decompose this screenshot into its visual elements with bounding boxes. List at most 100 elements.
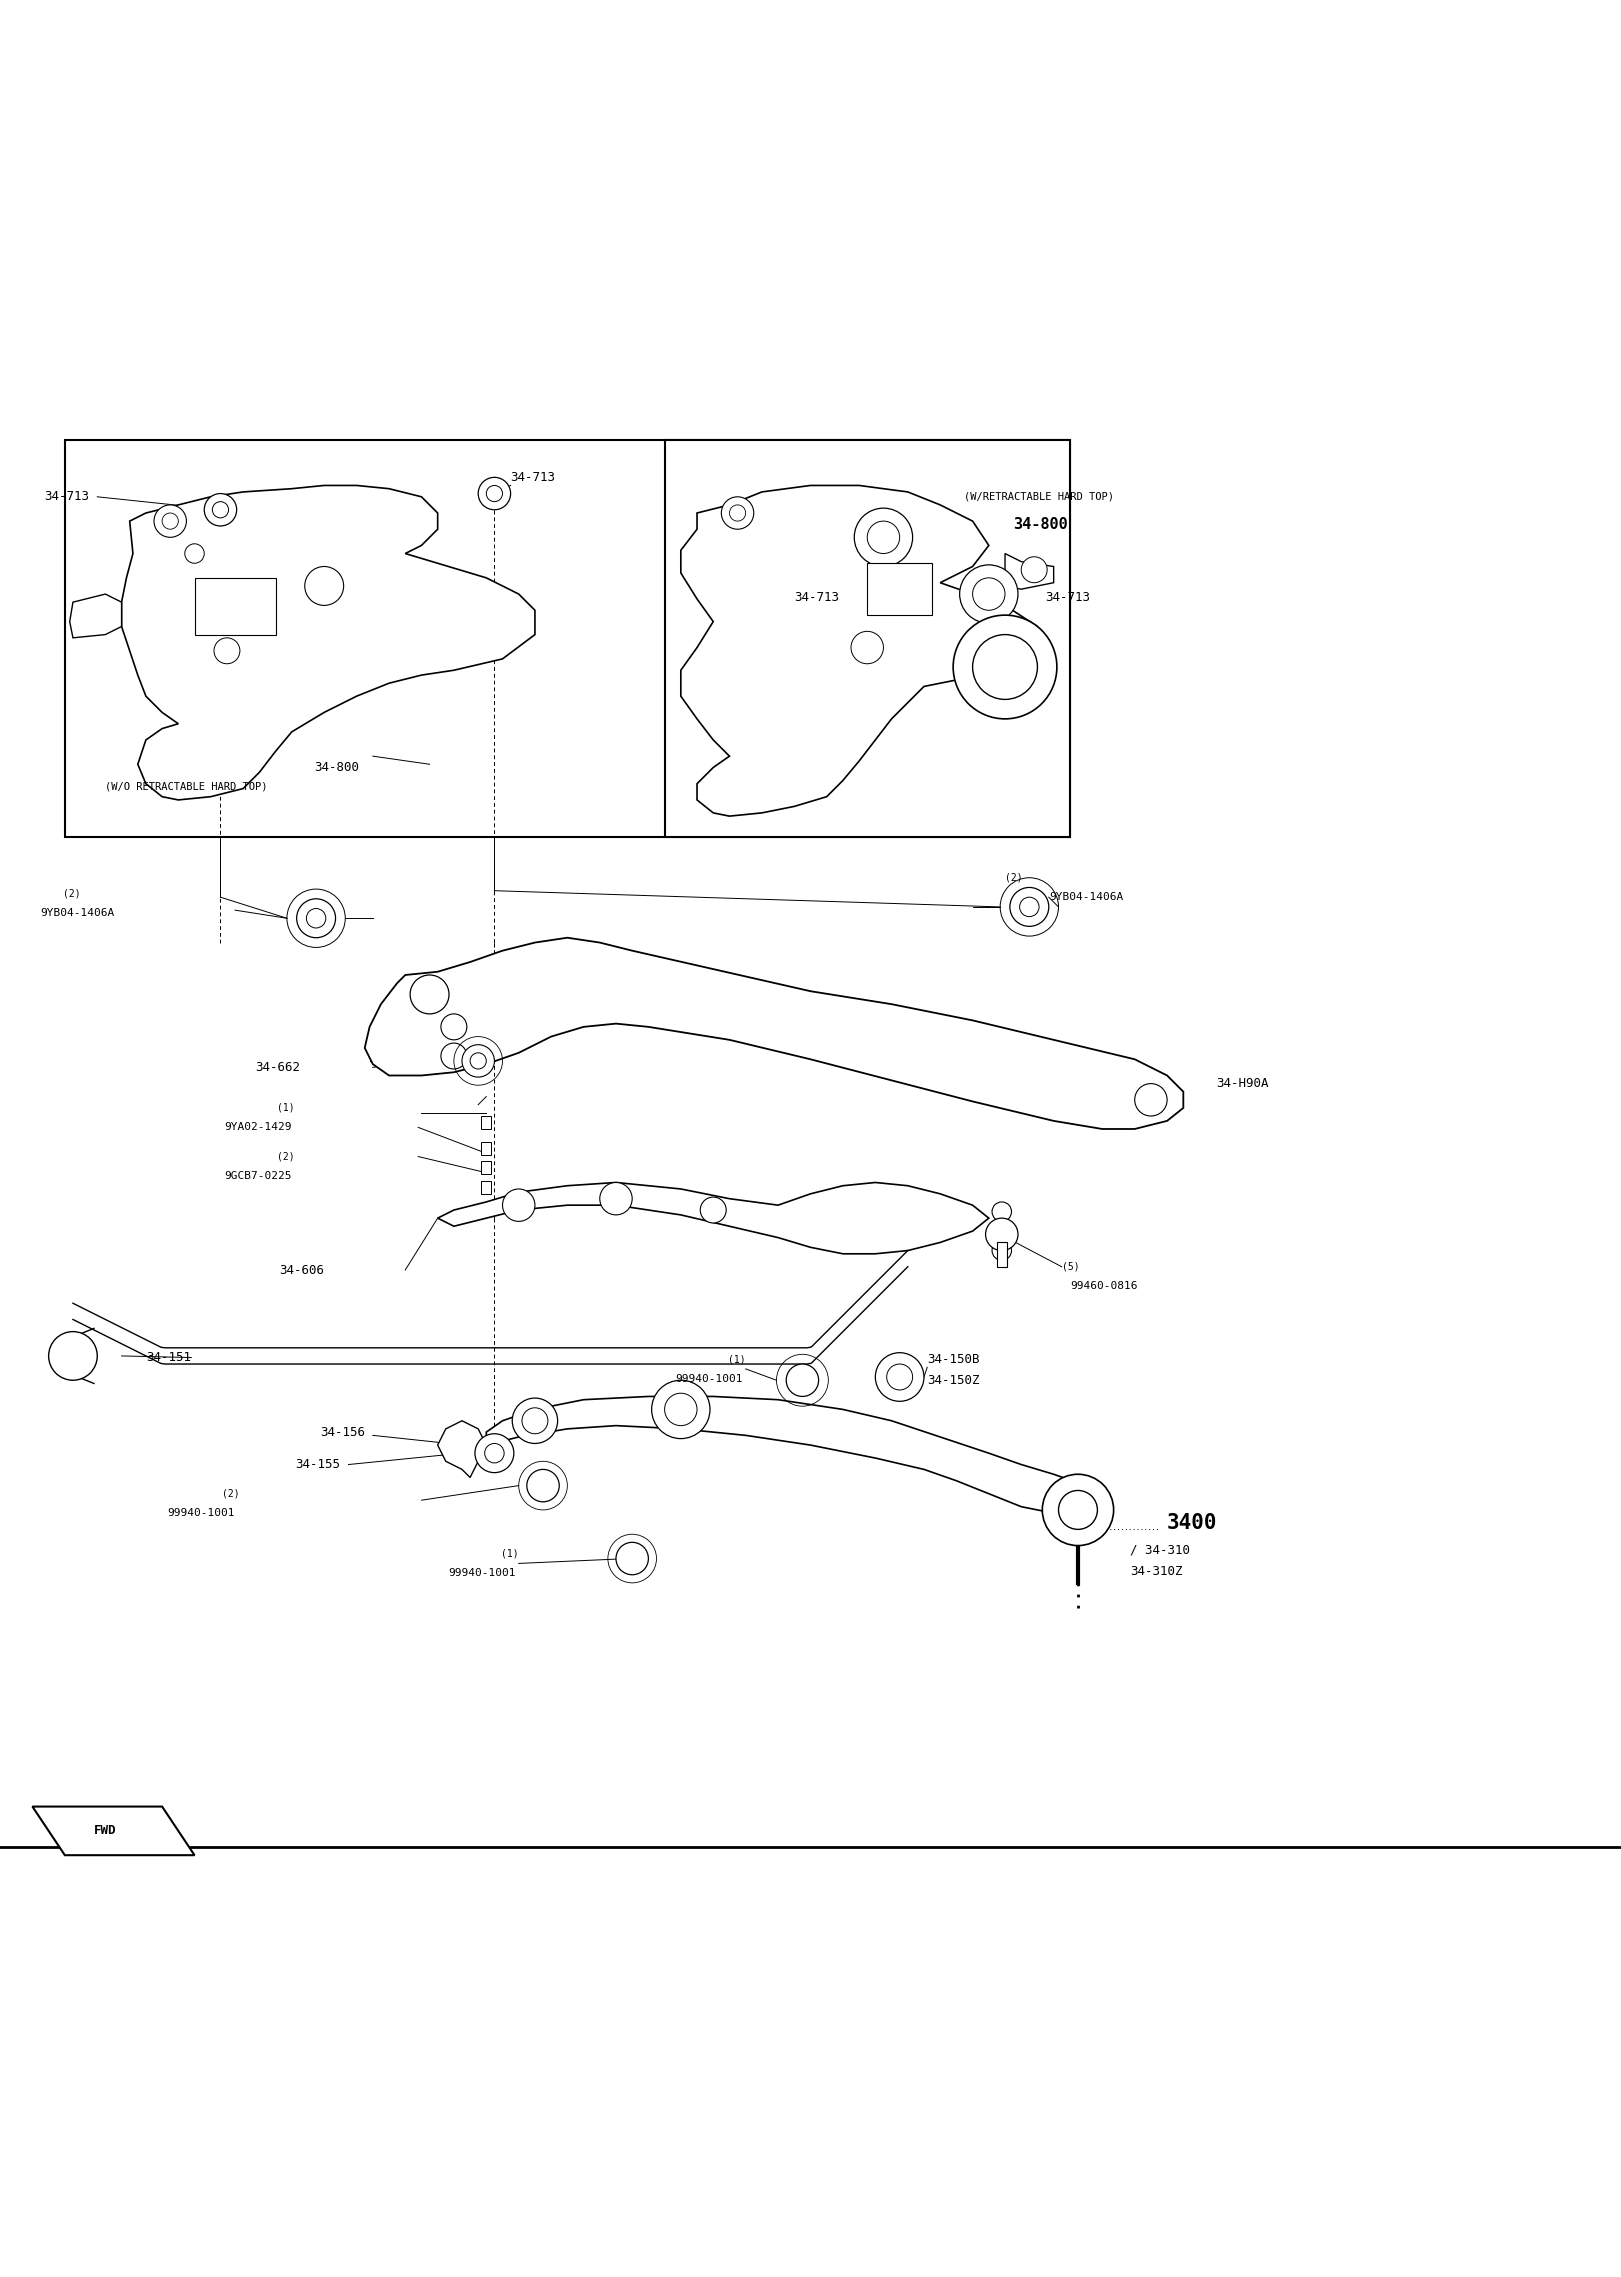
- Circle shape: [1021, 558, 1047, 583]
- Circle shape: [1042, 1473, 1114, 1546]
- Circle shape: [992, 1220, 1012, 1241]
- Circle shape: [297, 899, 336, 938]
- Polygon shape: [486, 1396, 1102, 1514]
- Polygon shape: [122, 485, 535, 799]
- Circle shape: [305, 567, 344, 606]
- Circle shape: [162, 512, 178, 528]
- Text: 34-H90A: 34-H90A: [1216, 1077, 1268, 1091]
- Circle shape: [470, 1052, 486, 1068]
- Text: 9GCB7-0225: 9GCB7-0225: [224, 1170, 292, 1182]
- Circle shape: [212, 501, 229, 517]
- Circle shape: [665, 1394, 697, 1425]
- Text: 34-713: 34-713: [44, 490, 89, 503]
- Text: (1): (1): [728, 1355, 746, 1364]
- Circle shape: [486, 485, 503, 501]
- Polygon shape: [681, 485, 1037, 815]
- Circle shape: [992, 1241, 1012, 1259]
- Circle shape: [953, 615, 1057, 720]
- Circle shape: [410, 975, 449, 1013]
- Bar: [665, 439, 1070, 838]
- Text: (1): (1): [501, 1548, 519, 1560]
- Bar: [481, 1143, 491, 1154]
- Circle shape: [214, 638, 240, 665]
- Text: 34-713: 34-713: [511, 471, 556, 483]
- Circle shape: [478, 478, 511, 510]
- Circle shape: [1135, 1084, 1167, 1116]
- Circle shape: [306, 909, 326, 929]
- Circle shape: [485, 1444, 504, 1462]
- Text: (5): (5): [1062, 1261, 1080, 1273]
- Circle shape: [729, 505, 746, 521]
- Text: 9YB04-1406A: 9YB04-1406A: [1049, 893, 1123, 902]
- Circle shape: [986, 1218, 1018, 1250]
- Text: FWD: FWD: [94, 1824, 117, 1838]
- Circle shape: [441, 1013, 467, 1041]
- Circle shape: [475, 1435, 514, 1473]
- Text: 34-150Z: 34-150Z: [927, 1373, 979, 1387]
- Circle shape: [527, 1469, 559, 1503]
- Text: (2): (2): [222, 1489, 240, 1498]
- Polygon shape: [32, 1806, 195, 1856]
- Circle shape: [973, 578, 1005, 610]
- Text: (W/RETRACTABLE HARD TOP): (W/RETRACTABLE HARD TOP): [964, 492, 1115, 501]
- Text: (2): (2): [1005, 872, 1023, 883]
- Text: 34-800: 34-800: [314, 761, 360, 774]
- Circle shape: [503, 1189, 535, 1220]
- Circle shape: [992, 1202, 1012, 1220]
- Circle shape: [652, 1380, 710, 1439]
- Circle shape: [185, 544, 204, 562]
- Text: 99940-1001: 99940-1001: [167, 1507, 235, 1519]
- Polygon shape: [1005, 553, 1054, 590]
- Text: 34-800: 34-800: [1013, 517, 1068, 533]
- Bar: [997, 1243, 1007, 1266]
- Polygon shape: [365, 938, 1183, 1129]
- Circle shape: [1059, 1491, 1097, 1530]
- Circle shape: [875, 1353, 924, 1400]
- Text: 34-713: 34-713: [1046, 590, 1091, 603]
- Text: 99940-1001: 99940-1001: [674, 1373, 742, 1384]
- Text: (W/O RETRACTABLE HARD TOP): (W/O RETRACTABLE HARD TOP): [105, 781, 267, 792]
- Circle shape: [887, 1364, 913, 1389]
- Text: 34-151: 34-151: [146, 1350, 191, 1364]
- Circle shape: [600, 1182, 632, 1216]
- Circle shape: [441, 1043, 467, 1068]
- Bar: [195, 578, 276, 635]
- Text: 3400: 3400: [1167, 1512, 1217, 1532]
- Circle shape: [154, 505, 186, 537]
- Circle shape: [867, 521, 900, 553]
- Circle shape: [49, 1332, 97, 1380]
- Circle shape: [721, 496, 754, 528]
- Text: 34-156: 34-156: [319, 1425, 365, 1439]
- Text: 9YA02-1429: 9YA02-1429: [224, 1123, 292, 1132]
- Circle shape: [960, 565, 1018, 624]
- Circle shape: [204, 494, 237, 526]
- Circle shape: [700, 1198, 726, 1223]
- Text: 34-310Z: 34-310Z: [1130, 1564, 1182, 1578]
- Text: (2): (2): [277, 1152, 295, 1161]
- Text: / 34-310: / 34-310: [1130, 1544, 1190, 1557]
- Circle shape: [462, 1045, 494, 1077]
- Circle shape: [512, 1398, 558, 1444]
- Text: 34-155: 34-155: [295, 1457, 340, 1471]
- Circle shape: [786, 1364, 819, 1396]
- Text: 99940-1001: 99940-1001: [447, 1569, 515, 1578]
- Bar: [481, 1116, 491, 1129]
- Text: 9YB04-1406A: 9YB04-1406A: [41, 909, 115, 918]
- Bar: [481, 1182, 491, 1193]
- Text: (2): (2): [63, 888, 81, 899]
- Text: 99460-0816: 99460-0816: [1070, 1282, 1138, 1291]
- Polygon shape: [438, 1182, 989, 1255]
- Text: (1): (1): [277, 1102, 295, 1113]
- Text: 34-606: 34-606: [279, 1264, 324, 1277]
- Bar: [481, 1161, 491, 1175]
- Text: 34-662: 34-662: [254, 1061, 300, 1075]
- Circle shape: [522, 1407, 548, 1435]
- Circle shape: [851, 631, 883, 665]
- Circle shape: [1010, 888, 1049, 927]
- Polygon shape: [438, 1421, 486, 1478]
- Text: 34-713: 34-713: [794, 590, 840, 603]
- Circle shape: [616, 1542, 648, 1576]
- Polygon shape: [70, 594, 122, 638]
- Text: 34-150B: 34-150B: [927, 1353, 979, 1366]
- Bar: [65, 439, 1070, 838]
